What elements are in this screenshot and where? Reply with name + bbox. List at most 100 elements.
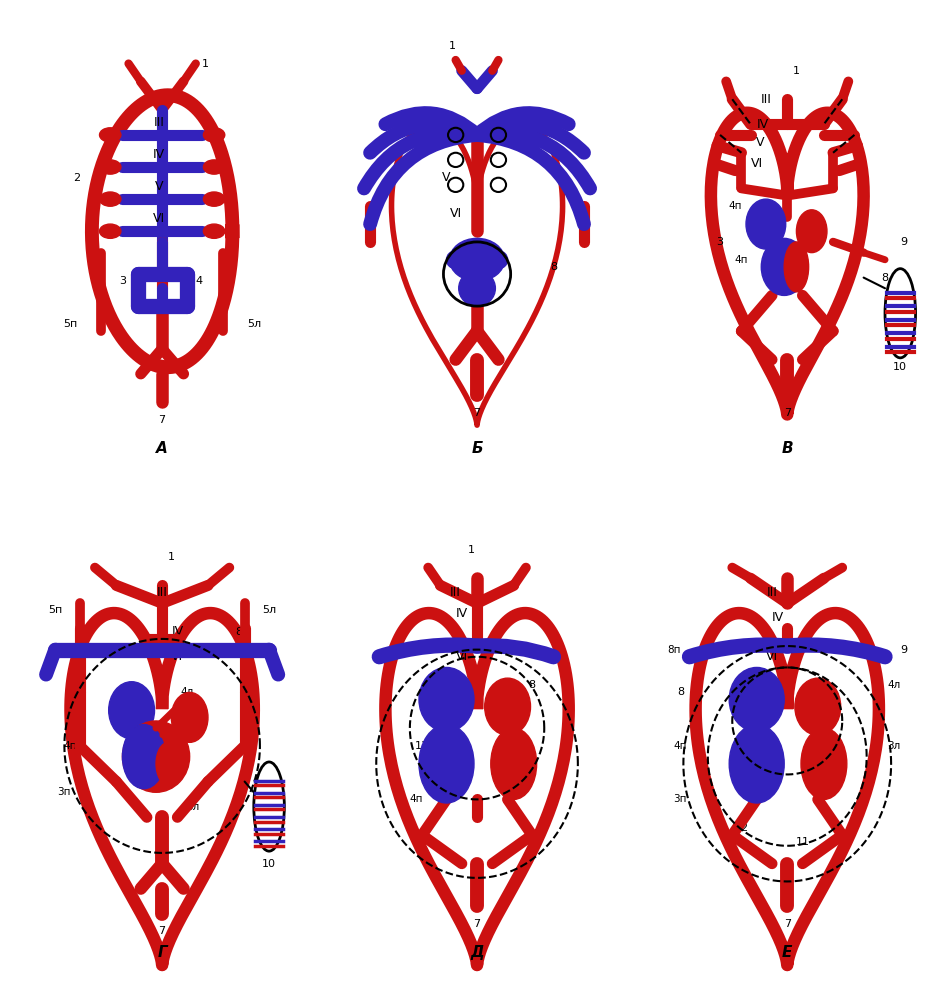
Text: 5п: 5п	[63, 319, 78, 329]
Text: Г: Г	[157, 946, 167, 961]
Text: 4п: 4п	[735, 255, 748, 265]
Text: 1: 1	[449, 40, 456, 50]
Text: IV: IV	[153, 148, 165, 161]
Text: 9: 9	[900, 237, 907, 247]
Ellipse shape	[485, 678, 530, 735]
Ellipse shape	[729, 667, 784, 732]
Text: 4л: 4л	[887, 680, 901, 690]
Ellipse shape	[489, 251, 508, 269]
Ellipse shape	[122, 721, 190, 792]
Text: 5п: 5п	[48, 606, 62, 615]
Ellipse shape	[801, 728, 847, 799]
Ellipse shape	[100, 160, 121, 174]
Ellipse shape	[254, 762, 285, 851]
Text: Д: Д	[470, 946, 484, 961]
Text: 1: 1	[467, 544, 475, 554]
Ellipse shape	[203, 224, 225, 238]
Text: 7: 7	[159, 415, 165, 425]
Ellipse shape	[796, 210, 827, 253]
Text: 7: 7	[474, 408, 480, 418]
Text: 10: 10	[262, 859, 276, 869]
Text: 3п: 3п	[674, 794, 687, 804]
Text: 4п: 4п	[728, 202, 742, 212]
Ellipse shape	[203, 192, 225, 207]
Text: VI: VI	[456, 650, 468, 663]
Text: 12: 12	[516, 741, 530, 751]
Text: 3л: 3л	[186, 801, 199, 811]
Ellipse shape	[784, 242, 808, 292]
Polygon shape	[385, 613, 569, 965]
Polygon shape	[711, 113, 864, 414]
Ellipse shape	[171, 692, 208, 742]
Text: 8п: 8п	[667, 645, 681, 654]
Text: IV: IV	[772, 611, 784, 624]
Text: IV: IV	[171, 625, 183, 638]
Text: V: V	[756, 135, 764, 148]
Text: 9: 9	[900, 645, 907, 654]
Ellipse shape	[491, 728, 537, 799]
Text: 4п: 4п	[64, 741, 77, 751]
Ellipse shape	[885, 269, 916, 358]
Text: III: III	[153, 116, 164, 129]
Ellipse shape	[761, 238, 807, 295]
Ellipse shape	[446, 251, 464, 269]
Ellipse shape	[419, 725, 474, 803]
Text: 3л: 3л	[887, 741, 901, 751]
Text: 8: 8	[882, 272, 888, 282]
Text: 5л: 5л	[246, 319, 261, 329]
Ellipse shape	[459, 270, 495, 306]
Text: 7: 7	[784, 408, 791, 418]
Text: III: III	[157, 586, 167, 599]
Text: 10: 10	[893, 362, 907, 372]
Text: V: V	[442, 171, 451, 184]
Text: 11: 11	[795, 838, 809, 847]
Text: 3: 3	[119, 276, 126, 286]
Text: 8: 8	[235, 627, 243, 637]
Text: 12: 12	[734, 823, 748, 833]
Text: В: В	[781, 442, 793, 457]
Text: 11: 11	[415, 741, 429, 751]
Text: 3п: 3п	[57, 787, 71, 797]
Text: IV: IV	[456, 608, 468, 621]
Text: VI: VI	[449, 207, 462, 220]
Text: 1: 1	[168, 552, 175, 561]
Text: 7: 7	[784, 919, 791, 929]
Text: 2: 2	[73, 172, 80, 182]
Text: 1: 1	[201, 58, 209, 69]
Text: VI: VI	[751, 157, 762, 170]
Polygon shape	[696, 613, 879, 965]
Polygon shape	[392, 123, 562, 425]
Ellipse shape	[156, 742, 180, 785]
Ellipse shape	[449, 238, 505, 281]
Text: III: III	[435, 114, 446, 127]
Text: Б: Б	[471, 442, 483, 457]
Text: 8: 8	[677, 687, 684, 698]
Ellipse shape	[419, 667, 474, 732]
Text: VI: VI	[171, 650, 183, 663]
Ellipse shape	[100, 128, 121, 142]
Text: 4п: 4п	[674, 741, 687, 751]
Polygon shape	[92, 95, 232, 367]
Text: V: V	[155, 180, 164, 194]
Text: 4л: 4л	[180, 687, 194, 698]
Ellipse shape	[729, 725, 784, 803]
Ellipse shape	[100, 192, 121, 207]
Text: 3: 3	[716, 237, 724, 247]
Text: 8: 8	[550, 262, 557, 272]
Text: 7: 7	[474, 919, 480, 929]
Text: IV: IV	[434, 139, 446, 152]
Ellipse shape	[203, 128, 225, 142]
Text: VI: VI	[153, 213, 165, 225]
Text: 4: 4	[196, 276, 202, 286]
Text: III: III	[760, 93, 772, 106]
Ellipse shape	[109, 681, 154, 739]
Ellipse shape	[203, 160, 225, 174]
Text: 4п: 4п	[409, 794, 423, 804]
Text: А: А	[156, 442, 168, 457]
Polygon shape	[70, 613, 254, 965]
Text: IV: IV	[757, 118, 769, 131]
Text: 7: 7	[159, 926, 165, 936]
Ellipse shape	[100, 224, 121, 238]
Text: 1: 1	[793, 66, 800, 76]
Text: 6: 6	[159, 323, 165, 333]
